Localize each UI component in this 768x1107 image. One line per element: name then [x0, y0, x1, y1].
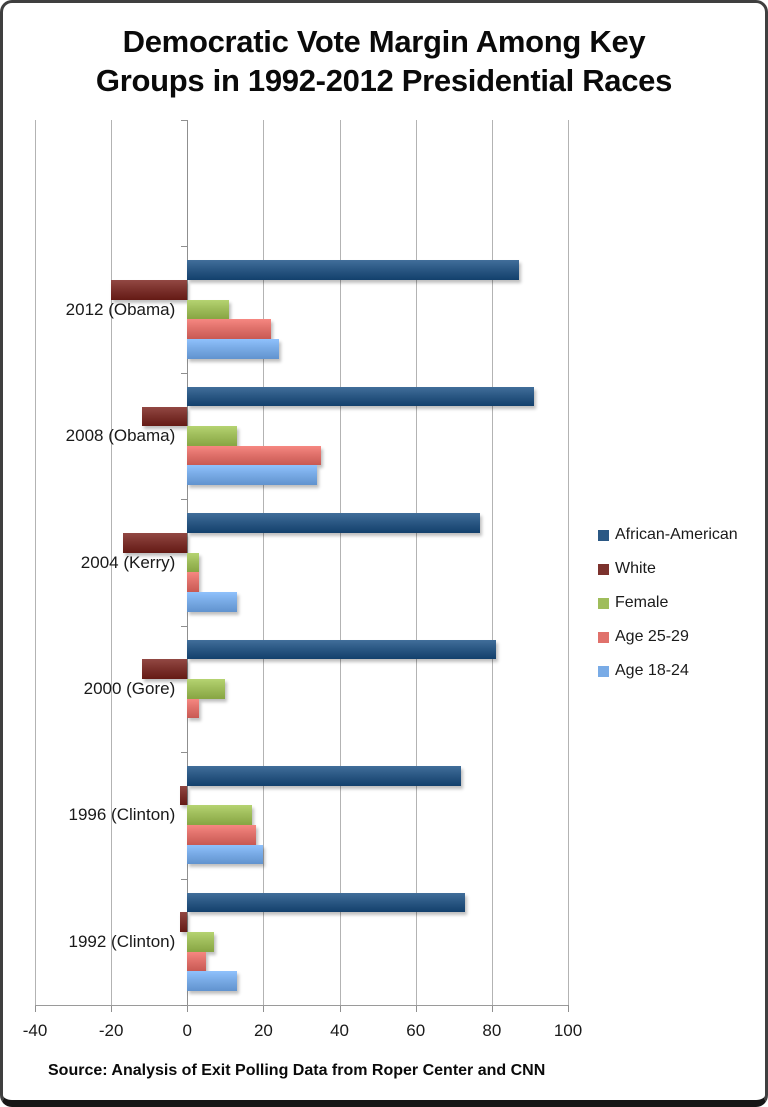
category-label-2012-obama: 2012 (Obama)	[65, 299, 176, 319]
bar-age-18-24-1992-clinton	[187, 971, 237, 991]
bar-white-1992-clinton	[179, 912, 188, 932]
bar-female-2008-obama	[187, 426, 237, 446]
bar-white-2012-obama	[111, 280, 188, 300]
bar-female-2000-gore	[187, 679, 226, 699]
bar-african-american-2008-obama	[187, 386, 534, 407]
bar-female-2012-obama	[187, 299, 230, 320]
x-axis-tick-80	[491, 1005, 493, 1012]
bar-african-american-1996-clinton	[187, 766, 462, 786]
gridline-80	[491, 120, 493, 1005]
bar-african-american-2004-kerry	[187, 513, 481, 533]
x-tick-label--20: -20	[98, 1021, 124, 1040]
gridline--20	[111, 120, 113, 1005]
x-axis-tick-0	[187, 1005, 189, 1012]
legend-swatch-icon	[598, 665, 609, 677]
bar-age-25-29-1992-clinton	[187, 951, 207, 972]
bar-age-25-29-2008-obama	[187, 445, 321, 466]
bar-age-18-24-2008-obama	[187, 465, 317, 486]
gridline--40	[35, 120, 36, 1005]
bar-female-2004-kerry	[187, 552, 199, 573]
x-tick-label-40: 40	[330, 1021, 350, 1040]
x-axis-line	[35, 1005, 568, 1006]
bar-white-2004-kerry	[122, 532, 188, 553]
chart-title: Democratic Vote Margin Among Key Groups …	[0, 22, 768, 100]
bar-african-american-2012-obama	[187, 260, 519, 281]
category-axis-tick	[181, 625, 188, 627]
legend-swatch-icon	[598, 529, 609, 541]
bar-age-25-29-2012-obama	[187, 319, 272, 340]
bar-age-25-29-2004-kerry	[187, 572, 199, 592]
bar-age-18-24-2012-obama	[187, 339, 279, 359]
gridline-60	[415, 120, 417, 1005]
gridline-100	[568, 120, 569, 1005]
x-axis-tick-100	[568, 1005, 569, 1012]
bar-female-1996-clinton	[187, 805, 252, 826]
legend-label: Female	[615, 594, 669, 611]
bar-african-american-1992-clinton	[187, 892, 466, 913]
bar-age-25-29-1996-clinton	[187, 825, 256, 845]
legend-label: Age 18-24	[615, 662, 689, 679]
x-axis-tick-40	[339, 1005, 341, 1012]
legend-label: White	[615, 560, 656, 577]
source-note: Source: Analysis of Exit Polling Data fr…	[48, 1062, 546, 1079]
x-tick-label-20: 20	[253, 1021, 273, 1040]
category-label-2008-obama: 2008 (Obama)	[65, 426, 176, 446]
legend: African-American White Female Age 25-29 Age …	[598, 518, 763, 688]
bar-white-2000-gore	[141, 659, 188, 679]
legend-label: Age 25-29	[615, 628, 689, 645]
category-axis-tick	[181, 1005, 188, 1006]
x-axis-tick-60	[415, 1005, 417, 1012]
x-tick-label--40: -40	[22, 1021, 48, 1040]
legend-item-age-18-24: Age 18-24	[598, 654, 763, 688]
legend-swatch-icon	[598, 631, 609, 643]
legend-item-female: Female	[598, 586, 763, 620]
x-axis-tick--20	[111, 1005, 113, 1012]
category-label-1996-clinton: 1996 (Clinton)	[68, 805, 176, 825]
gridline-20	[263, 120, 265, 1005]
bar-age-18-24-1996-clinton	[187, 844, 264, 865]
category-axis-tick	[181, 120, 188, 121]
x-tick-label-80: 80	[482, 1021, 502, 1040]
category-axis-tick	[181, 372, 188, 374]
chart-title-line1: Democratic Vote Margin Among Key	[122, 24, 646, 59]
category-axis-tick	[181, 499, 188, 501]
bar-female-1992-clinton	[187, 931, 214, 952]
x-tick-label-60: 60	[406, 1021, 426, 1040]
category-label-2000-gore: 2000 (Gore)	[83, 678, 176, 698]
legend-item-age-25-29: Age 25-29	[598, 620, 763, 654]
legend-swatch-icon	[598, 563, 609, 575]
bar-white-1996-clinton	[179, 785, 188, 806]
bar-age-18-24-2004-kerry	[187, 591, 237, 612]
bar-white-2008-obama	[141, 406, 188, 427]
category-label-2004-kerry: 2004 (Kerry)	[80, 552, 176, 572]
x-axis-tick-20	[263, 1005, 265, 1012]
legend-item-african-american: African-American	[598, 518, 763, 552]
legend-item-white: White	[598, 552, 763, 586]
chart-title-line2: Groups in 1992-2012 Presidential Races	[95, 63, 673, 98]
bar-age-25-29-2000-gore	[187, 698, 199, 719]
legend-label: African-American	[615, 526, 738, 543]
bar-african-american-2000-gore	[187, 639, 496, 660]
x-tick-label-0: 0	[182, 1021, 193, 1040]
x-axis-tick--40	[35, 1005, 36, 1012]
category-axis-tick	[181, 246, 188, 248]
x-tick-label-100: 100	[553, 1021, 583, 1040]
legend-swatch-icon	[598, 597, 609, 609]
gridline-40	[339, 120, 341, 1005]
category-axis-tick	[181, 752, 188, 754]
category-label-1992-clinton: 1992 (Clinton)	[68, 931, 176, 951]
category-axis-tick	[181, 878, 188, 880]
